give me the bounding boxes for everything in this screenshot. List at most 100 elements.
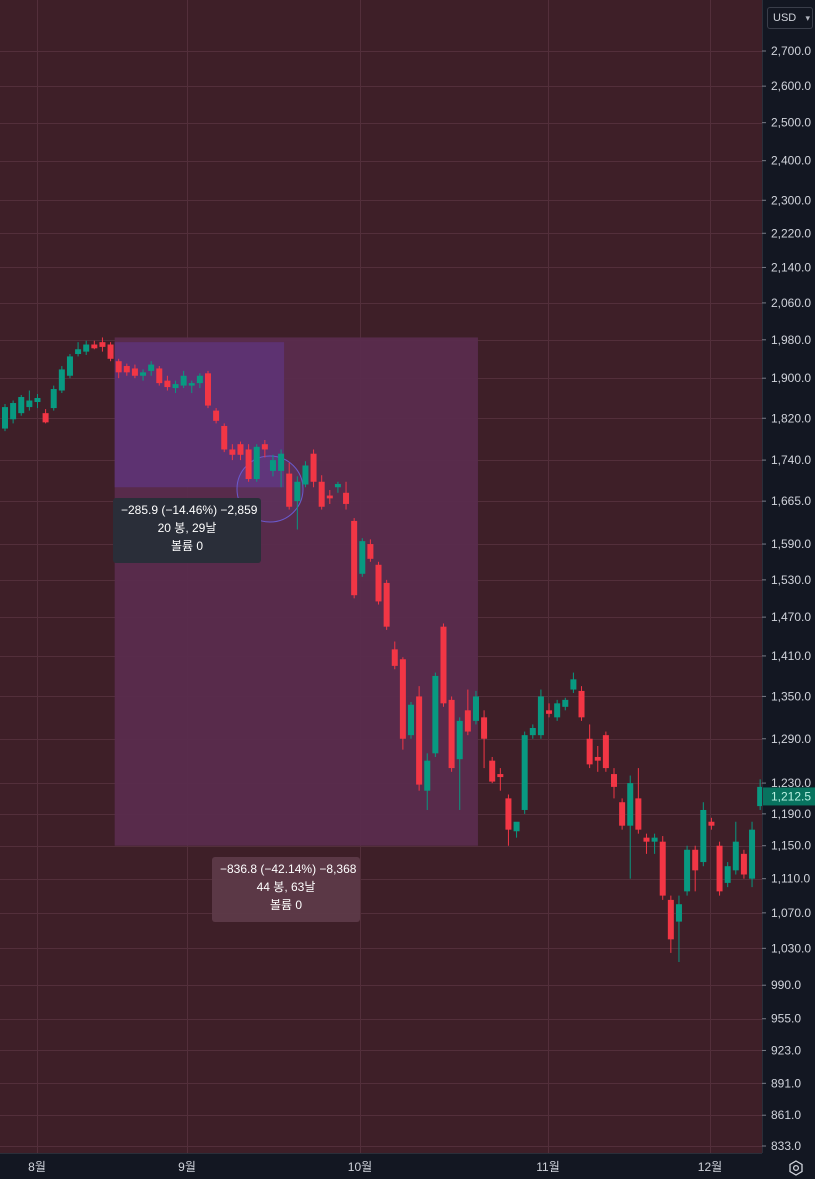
candle-body — [196, 375, 203, 384]
price-tick-label: 1,230.0 — [771, 776, 811, 790]
candle — [602, 731, 609, 772]
price-tick-label: 1,820.0 — [771, 411, 811, 425]
candle-body — [724, 866, 731, 883]
currency-selector[interactable]: USD ▾ — [767, 7, 813, 29]
candle-body — [416, 696, 423, 785]
time-tick-label: 8월 — [28, 1160, 46, 1174]
candle — [416, 686, 423, 791]
candle — [521, 731, 528, 814]
candle — [91, 340, 98, 350]
candle — [34, 394, 41, 409]
candle-body — [83, 344, 90, 352]
candle — [10, 400, 17, 424]
candle — [505, 794, 512, 846]
candle-body — [570, 679, 577, 690]
candle-body — [562, 699, 569, 707]
candle-body — [269, 460, 276, 471]
candle — [497, 768, 504, 791]
settings-icon[interactable] — [787, 1159, 805, 1177]
candle — [448, 696, 455, 772]
time-tick-label: 10월 — [348, 1160, 372, 1174]
candle — [50, 385, 57, 411]
time-tick-label: 12월 — [698, 1160, 722, 1174]
candle-body — [42, 413, 49, 423]
candle-body — [2, 407, 8, 429]
measure-inner-bars: 20 봉, 29날 — [157, 521, 217, 535]
time-axis-panel — [0, 1153, 815, 1179]
price-tick-label: 1,980.0 — [771, 333, 811, 347]
candle-body — [172, 384, 179, 389]
candle — [578, 686, 585, 721]
chevron-down-icon: ▾ — [805, 13, 810, 23]
candle — [148, 361, 155, 376]
candle — [456, 717, 463, 810]
candle — [635, 768, 642, 834]
price-axis[interactable]: 2,700.0 2,600.0 2,500.0 2,400.0 2,300.0 2,220… — [762, 0, 815, 1179]
price-tick-label: 1,530.0 — [771, 573, 811, 587]
candle — [432, 672, 439, 757]
last-price-badge — [763, 787, 815, 806]
candle-body — [107, 344, 114, 359]
candle-body — [261, 444, 268, 450]
candle — [586, 724, 593, 769]
candle-body — [578, 690, 585, 718]
candle — [18, 395, 25, 416]
price-tick-label: 1,665.0 — [771, 494, 811, 508]
candle — [464, 689, 471, 736]
candle — [205, 370, 211, 409]
candle-body — [10, 403, 17, 420]
candle-body — [432, 675, 439, 754]
candle — [66, 354, 73, 379]
candle — [310, 449, 317, 488]
candle-body — [58, 369, 65, 391]
candle — [107, 342, 114, 362]
candle — [42, 409, 49, 424]
candle — [375, 561, 382, 605]
candle — [318, 475, 325, 510]
candle-body — [367, 544, 374, 559]
candle-body — [732, 841, 739, 871]
candle-body — [351, 520, 358, 596]
candle-body — [546, 710, 553, 714]
candle-body — [464, 710, 471, 732]
price-tick-label: 2,700.0 — [771, 44, 811, 58]
candle-body — [537, 696, 544, 736]
candle — [351, 518, 358, 599]
candle — [554, 699, 561, 721]
candle-body — [343, 492, 350, 504]
candle — [2, 404, 8, 432]
candle-body — [472, 696, 479, 721]
candle — [627, 775, 634, 879]
candle-body — [481, 717, 488, 739]
candle — [334, 481, 341, 493]
candle — [172, 380, 179, 394]
time-axis[interactable]: 8월 9월 10월 11월 12월 — [0, 1153, 815, 1179]
candle-body — [456, 720, 463, 760]
price-tick-label: 1,350.0 — [771, 689, 811, 703]
candle — [164, 375, 171, 391]
price-tick-label: 2,060.0 — [771, 296, 811, 310]
candle — [221, 423, 228, 453]
candle — [724, 862, 731, 888]
candle — [359, 538, 366, 577]
currency-label: USD — [773, 12, 797, 24]
candle — [489, 756, 496, 784]
candle — [692, 845, 699, 892]
measure-zones — [114, 337, 478, 846]
candle — [156, 366, 163, 386]
candle — [481, 710, 488, 769]
candle — [399, 657, 406, 750]
candle — [757, 779, 764, 810]
price-tick-label: 1,410.0 — [771, 649, 811, 663]
candle — [700, 802, 707, 867]
price-tick-label: 1,590.0 — [771, 537, 811, 551]
candle-body — [529, 727, 536, 736]
candle — [26, 390, 33, 411]
price-tick-label: 1,290.0 — [771, 732, 811, 746]
candle-body — [123, 366, 130, 373]
candle-body — [602, 735, 609, 769]
time-tick-label: 9월 — [178, 1160, 196, 1174]
measure-outer-change: −836.8 (−42.14%) −8,368 — [220, 862, 357, 876]
price-tick-label: 955.0 — [771, 1012, 801, 1026]
